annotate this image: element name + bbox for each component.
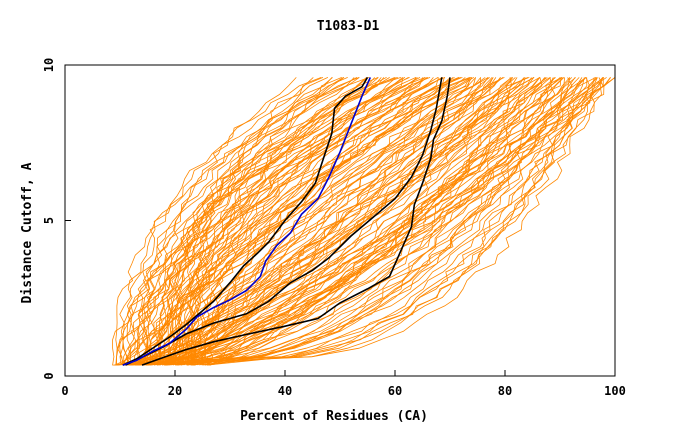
reference-model-curve — [122, 76, 369, 366]
background-model-curve — [202, 77, 543, 366]
plot-area — [112, 76, 616, 366]
background-model-curve — [138, 77, 470, 366]
y-tick-label: 0 — [42, 372, 56, 379]
reference-model-curve — [141, 77, 451, 366]
axes: 0 20 40 60 80 100 0 5 10 — [42, 58, 626, 398]
background-model-curve — [129, 77, 598, 366]
background-model-curve — [156, 77, 421, 366]
y-tick-label: 10 — [42, 58, 56, 72]
background-model-curve — [132, 77, 489, 366]
background-model-curve — [161, 77, 576, 366]
background-model-curve — [145, 77, 460, 366]
background-model-curve — [114, 77, 612, 366]
background-model-curve — [137, 77, 444, 366]
highlighted-model-curve — [122, 77, 372, 366]
background-model-curve — [134, 77, 586, 366]
background-model-curve — [126, 77, 324, 366]
background-model-curve — [157, 77, 514, 366]
background-model-curve — [163, 77, 460, 366]
x-tick-label: 60 — [388, 384, 402, 398]
background-model-curve — [136, 77, 603, 366]
background-model-curve — [114, 77, 597, 366]
background-model-curve — [119, 77, 418, 366]
x-tick-label: 0 — [61, 384, 68, 398]
x-tick-label: 100 — [604, 384, 626, 398]
background-model-curve — [175, 77, 530, 366]
background-model-curve — [142, 77, 348, 366]
background-model-curve — [128, 77, 604, 366]
background-model-curve — [114, 77, 554, 366]
background-model-curve — [112, 77, 446, 366]
background-model-curve — [115, 77, 358, 366]
background-model-curve — [135, 77, 562, 366]
background-model-curve — [121, 77, 512, 366]
background-model-curve — [204, 77, 535, 366]
background-model-curve — [138, 77, 605, 366]
background-model-curve — [177, 77, 572, 366]
background-model-curve — [127, 77, 455, 366]
y-tick-label: 5 — [42, 217, 56, 224]
background-model-curve — [151, 77, 462, 366]
background-model-curve — [160, 77, 434, 366]
chart-title: T1083-D1 — [317, 19, 380, 34]
background-model-curve — [152, 77, 409, 366]
background-model-curve — [170, 77, 439, 366]
background-model-curve — [151, 77, 439, 366]
background-model-curve — [143, 77, 451, 366]
background-model-curve — [147, 77, 472, 366]
background-model-curve — [147, 77, 611, 366]
y-axis-label: Distance Cutoff, A — [20, 162, 35, 303]
background-model-curve — [206, 77, 604, 366]
reference-model-curve — [125, 77, 443, 366]
background-model-curve — [136, 77, 526, 366]
background-model-curve — [147, 77, 535, 366]
background-model-curve — [195, 77, 406, 366]
background-model-curve — [129, 77, 604, 366]
x-tick-label: 20 — [168, 384, 182, 398]
background-model-curve — [141, 77, 402, 366]
background-model-curve — [147, 77, 604, 366]
x-tick-label: 40 — [278, 384, 292, 398]
background-model-curve — [192, 77, 482, 366]
background-model-curve — [173, 77, 470, 366]
x-tick-label: 80 — [498, 384, 512, 398]
x-axis-label: Percent of Residues (CA) — [240, 409, 428, 424]
background-model-curve — [164, 77, 595, 366]
background-model-curve — [204, 77, 580, 366]
background-model-curve — [127, 77, 616, 366]
background-model-curve — [122, 77, 565, 366]
background-model-curve — [143, 77, 504, 366]
background-model-curve — [116, 77, 463, 366]
background-model-curve — [123, 77, 473, 366]
background-model-curve — [148, 77, 396, 366]
background-model-curve — [137, 77, 598, 366]
background-model-curve — [117, 77, 390, 366]
background-model-curve — [130, 77, 573, 366]
background-model-curve — [135, 77, 541, 366]
background-model-curves — [112, 77, 616, 366]
background-model-curve — [143, 77, 546, 366]
